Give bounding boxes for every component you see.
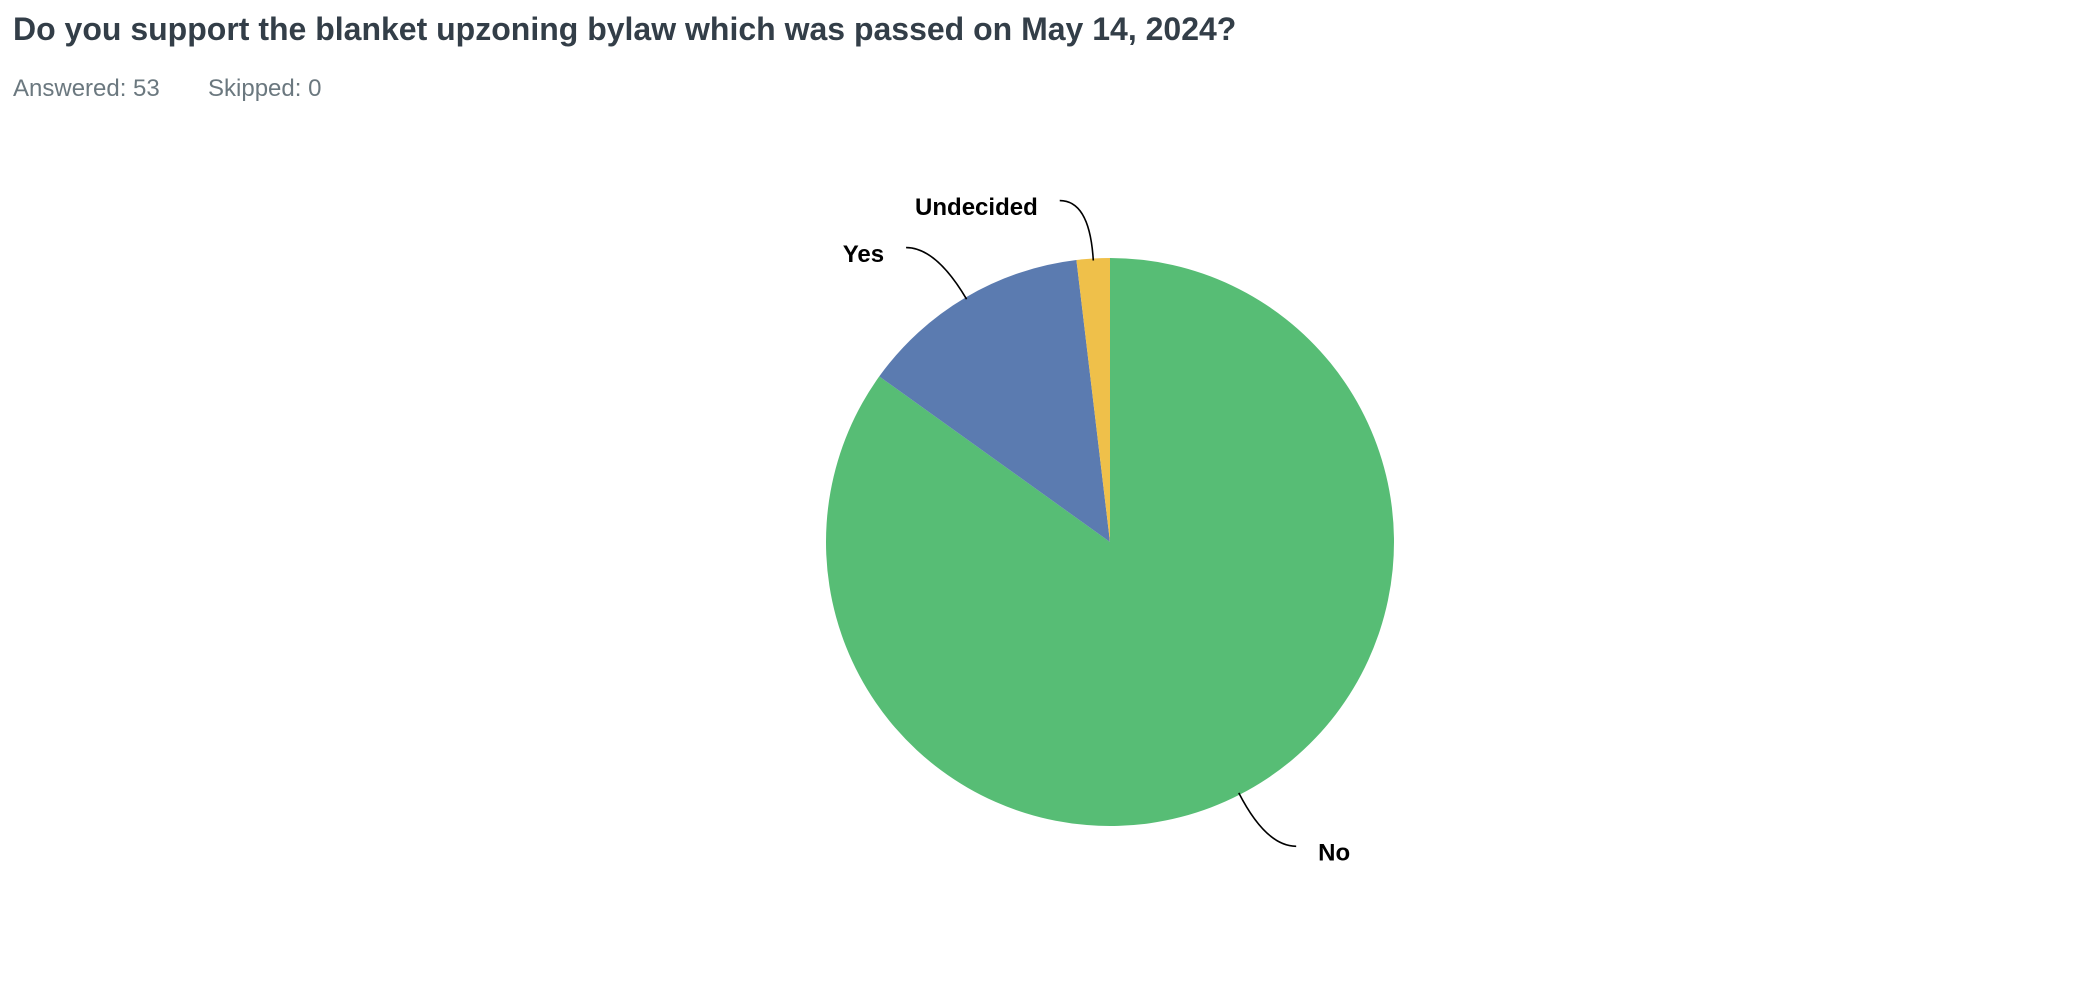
answered-count: Answered: 53	[13, 75, 160, 102]
pie-slice	[1076, 258, 1110, 542]
chart-title: Do you support the blanket upzoning byla…	[13, 11, 1236, 47]
slice-label: No	[1318, 840, 1350, 867]
leader-line	[1059, 199, 1095, 261]
leader-line	[906, 246, 968, 300]
slice-label: Undecided	[915, 194, 1038, 221]
leader-line	[1238, 792, 1297, 848]
slice-label: Yes	[843, 241, 884, 268]
skipped-count: Skipped: 0	[208, 75, 321, 102]
pie-slice	[879, 259, 1110, 542]
pie: No Yes Undecided	[826, 194, 1394, 867]
